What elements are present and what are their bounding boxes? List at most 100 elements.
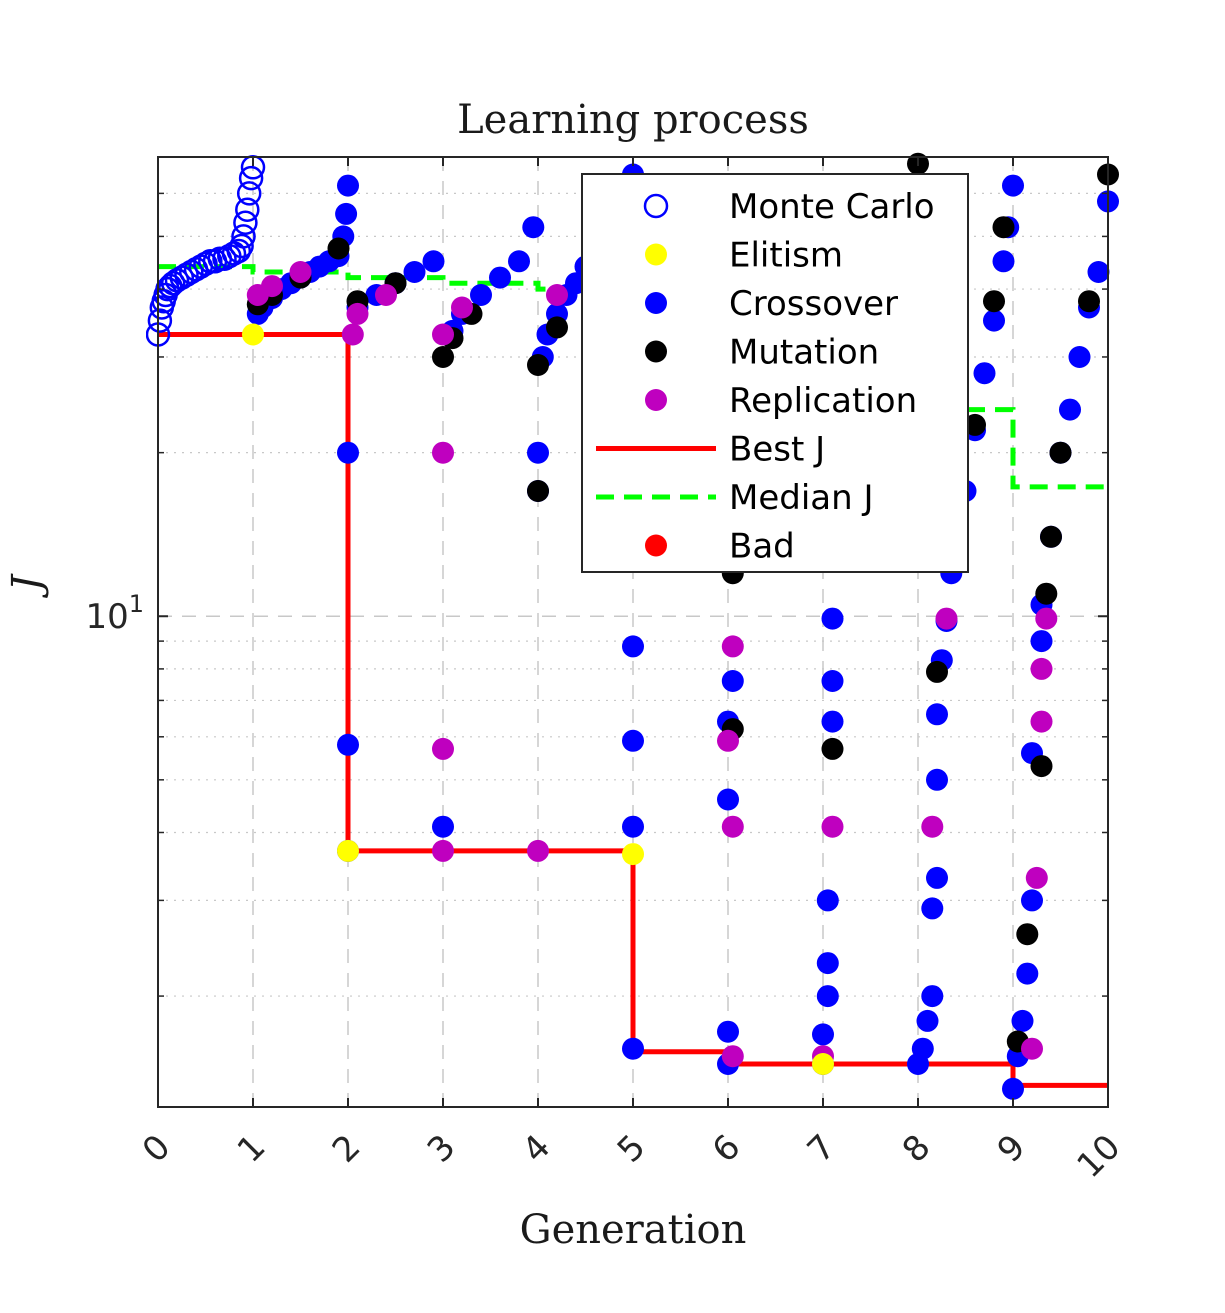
mutation-point bbox=[992, 216, 1015, 239]
monte-carlo-point bbox=[147, 308, 173, 333]
best-j-line bbox=[158, 332, 1108, 1088]
crossover-point bbox=[1016, 962, 1039, 985]
replication-point bbox=[451, 296, 473, 319]
crossover-point bbox=[335, 202, 358, 225]
replication-point bbox=[432, 839, 454, 862]
crossover-point bbox=[489, 266, 511, 289]
legend-marker-bad bbox=[645, 534, 667, 557]
crossover-point bbox=[821, 607, 844, 630]
crossover-point bbox=[926, 866, 948, 889]
crossover-point bbox=[1002, 1077, 1024, 1100]
replication-point bbox=[721, 635, 744, 658]
replication-point bbox=[1035, 607, 1058, 630]
crossover-point bbox=[1059, 398, 1081, 421]
replication-point bbox=[261, 275, 283, 298]
elitism-point bbox=[812, 1053, 834, 1075]
crossover-point bbox=[821, 670, 844, 692]
mutation-point bbox=[821, 737, 844, 760]
crossover-point bbox=[622, 729, 644, 752]
monte-carlo-point bbox=[236, 181, 262, 206]
mutation-point bbox=[1049, 441, 1072, 464]
crossover-point bbox=[1068, 346, 1091, 368]
crossover-point bbox=[622, 635, 644, 658]
legend-label-elitism: Elitism bbox=[729, 236, 843, 276]
crossover-point bbox=[1011, 1009, 1034, 1032]
replication-point bbox=[1030, 710, 1053, 733]
replication-point bbox=[721, 1045, 744, 1068]
mutation-point bbox=[1016, 923, 1039, 946]
mutation-point bbox=[1030, 755, 1053, 778]
x-axis-label: Generation bbox=[520, 1207, 747, 1253]
crossover-point bbox=[508, 250, 530, 273]
replication-point bbox=[1030, 657, 1053, 680]
crossover-point bbox=[337, 733, 359, 756]
mutation-point bbox=[527, 354, 549, 376]
crossover-point bbox=[717, 788, 739, 811]
replication-point bbox=[432, 737, 454, 760]
crossover-point bbox=[432, 815, 454, 838]
mutation-point bbox=[964, 413, 986, 436]
mutation-point bbox=[527, 480, 549, 502]
crossover-point bbox=[522, 216, 545, 239]
replication-point bbox=[527, 839, 549, 862]
replication-point bbox=[289, 261, 312, 283]
crossover-point bbox=[1087, 261, 1110, 283]
crossover-point bbox=[622, 1037, 644, 1060]
monte-carlo-point bbox=[235, 197, 260, 222]
elitism-point bbox=[337, 839, 359, 862]
legend-marker-mc bbox=[643, 193, 669, 219]
crossover-point bbox=[816, 889, 839, 912]
crossover-point bbox=[422, 250, 445, 273]
mutation-point bbox=[1040, 525, 1062, 548]
crossover-point bbox=[1002, 174, 1024, 197]
crossover-point bbox=[717, 1020, 739, 1043]
crossover-point bbox=[470, 284, 492, 306]
crossover-point bbox=[911, 1037, 934, 1060]
replication-point bbox=[432, 441, 454, 464]
crossover-point bbox=[821, 710, 844, 733]
monte-carlo-point bbox=[231, 224, 256, 249]
chart-title: Learning process bbox=[457, 97, 809, 143]
legend-label-crossover: Crossover bbox=[729, 284, 898, 324]
mutation-point bbox=[1078, 290, 1100, 313]
crossover-point bbox=[337, 441, 359, 464]
legend-marker-elitism bbox=[645, 243, 667, 266]
replication-point bbox=[935, 607, 958, 630]
mutation-point bbox=[432, 346, 454, 368]
replication-point bbox=[341, 323, 364, 346]
legend-label-best: Best J bbox=[729, 430, 825, 470]
crossover-point bbox=[527, 441, 549, 464]
replication-point bbox=[717, 729, 739, 752]
mutation-point bbox=[926, 660, 948, 683]
crossover-point bbox=[816, 952, 839, 975]
replication-point bbox=[821, 815, 844, 838]
crossover-point bbox=[921, 897, 944, 920]
crossover-point bbox=[816, 985, 839, 1008]
replication-point bbox=[1025, 866, 1048, 889]
legend-label-mc: Monte Carlo bbox=[729, 187, 935, 227]
mutation-point bbox=[983, 290, 1005, 313]
legend: Monte Carlo Elitism Crossover Mutation Repli… bbox=[581, 173, 969, 573]
series-lines bbox=[158, 264, 1108, 1088]
crossover-point bbox=[983, 309, 1005, 332]
replication-point bbox=[921, 815, 944, 838]
crossover-point bbox=[403, 261, 426, 283]
crossover-point bbox=[337, 174, 359, 197]
legend-label-mutation: Mutation bbox=[729, 333, 879, 373]
elitism-point bbox=[622, 843, 644, 866]
mutation-point bbox=[1035, 582, 1058, 605]
elitism-point bbox=[242, 323, 264, 346]
crossover-point bbox=[916, 1009, 939, 1032]
legend-label-bad: Bad bbox=[729, 527, 795, 567]
replication-point bbox=[432, 323, 454, 346]
crossover-point bbox=[1030, 630, 1053, 653]
monte-carlo-point bbox=[226, 238, 252, 264]
legend-marker-replication bbox=[645, 389, 667, 411]
crossover-point bbox=[973, 362, 996, 385]
crossover-point bbox=[926, 768, 948, 791]
replication-point bbox=[1021, 1037, 1043, 1060]
crossover-point bbox=[721, 670, 744, 692]
replication-point bbox=[346, 302, 369, 325]
crossover-point bbox=[812, 1023, 834, 1046]
